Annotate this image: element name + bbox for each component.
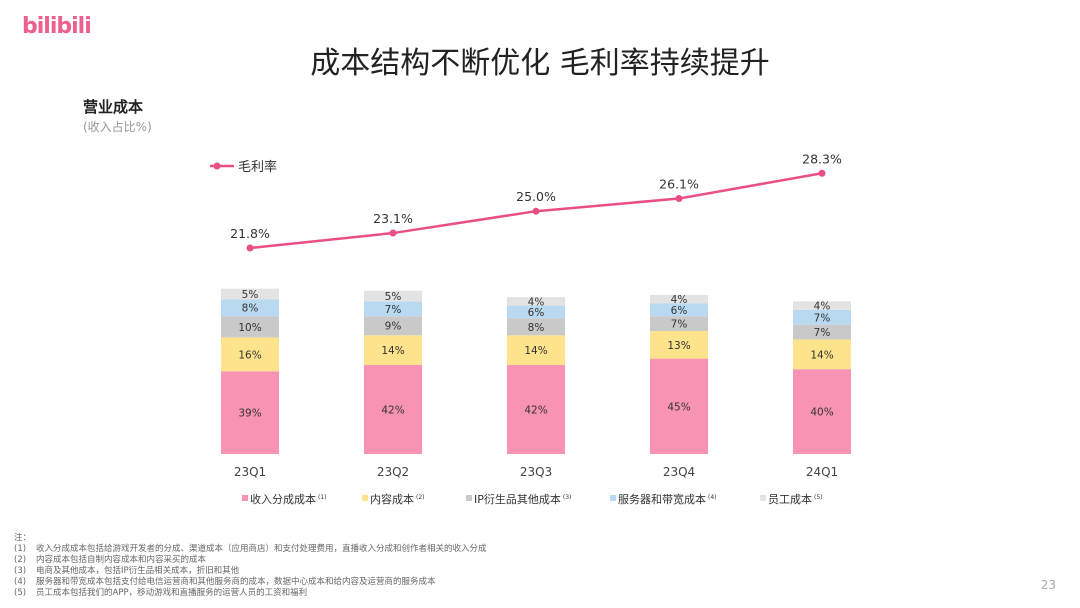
x-tick-label: 23Q1 <box>234 465 266 479</box>
legend-swatch <box>362 495 368 501</box>
bar-value-label: 45% <box>667 401 690 413</box>
bar-value-label: 7% <box>671 319 688 331</box>
bar-segment <box>507 305 565 319</box>
legend-label: IP衍生品其他成本 (3) <box>474 492 571 506</box>
legend-label: 服务器和带宽成本 (4) <box>618 492 717 506</box>
bar-segment <box>793 324 851 340</box>
bar-value-label: 39% <box>238 408 261 420</box>
x-tick-label: 23Q3 <box>520 465 552 479</box>
section-title: 营业成本 <box>83 98 144 116</box>
bar-segment <box>364 316 422 336</box>
bar-segment <box>364 290 422 302</box>
bar-segment <box>793 309 851 325</box>
cost-structure-chart: 39%16%10%8%5%23Q142%14%9%7%5%23Q242%14%8… <box>210 151 851 506</box>
legend-swatch <box>610 495 616 501</box>
gross-margin-point <box>818 169 826 177</box>
gross-margin-label: 28.3% <box>802 151 842 166</box>
legend-label: 收入分成成本 (1) <box>250 492 327 506</box>
bar-value-label: 7% <box>814 327 831 339</box>
bar-segment <box>507 335 565 365</box>
x-tick-label: 23Q4 <box>663 465 695 479</box>
bar-value-label: 7% <box>814 312 831 324</box>
bar-segment <box>507 297 565 306</box>
bar-segment <box>221 288 279 300</box>
gross-margin-label: 21.8% <box>230 226 270 241</box>
bar-value-label: 6% <box>671 305 688 317</box>
bar-value-label: 42% <box>381 404 404 416</box>
bar-value-label: 7% <box>385 304 402 316</box>
bar-value-label: 14% <box>524 345 547 357</box>
x-tick-label: 24Q1 <box>806 465 838 479</box>
bar-value-label: 8% <box>528 322 545 334</box>
bar-value-label: 8% <box>242 303 259 315</box>
footnote-item: (4) 服务器和带宽成本包括支付给电信运营商和其他服务商的成本，数据中心成本和给内… <box>14 577 436 587</box>
gross-margin-point <box>532 207 540 215</box>
bar-segment <box>221 337 279 372</box>
page-title: 成本结构不断优化 毛利率持续提升 <box>310 46 770 81</box>
gross-margin-label: 26.1% <box>659 177 699 192</box>
legend-swatch <box>466 495 472 501</box>
bar-value-label: 4% <box>671 294 688 306</box>
legend-label: 内容成本 (2) <box>370 492 425 506</box>
bar-segment <box>221 299 279 317</box>
footnote-item: (2) 内容成本包括自制内容成本和内容采买的成本 <box>14 555 207 565</box>
gross-margin-point <box>246 244 254 252</box>
bar-segment <box>793 339 851 370</box>
bar-segment <box>221 316 279 338</box>
bar-value-label: 14% <box>810 349 833 361</box>
footnotes-title: 注： <box>14 533 32 543</box>
bar-value-label: 9% <box>385 321 402 333</box>
footnote-item: (1) 收入分成成本包括给游戏开发者的分成、渠道成本（应用商店）和支付处理费用，直… <box>14 544 487 554</box>
bar-segment <box>793 301 851 310</box>
bar-value-label: 14% <box>381 345 404 357</box>
bar-segment <box>650 358 708 454</box>
legend-swatch <box>242 495 248 501</box>
gross-margin-label: 25.0% <box>516 189 556 204</box>
x-tick-label: 23Q2 <box>377 465 409 479</box>
bar-value-label: 13% <box>667 340 690 352</box>
bar-segment <box>507 364 565 454</box>
line-legend-marker <box>213 162 221 170</box>
bar-value-label: 6% <box>528 307 545 319</box>
gross-margin-point <box>389 229 397 237</box>
bar-segment <box>221 371 279 454</box>
bar-value-label: 5% <box>242 289 259 301</box>
legend-label: 员工成本 (5) <box>768 492 823 506</box>
page-number: 23 <box>1040 578 1056 592</box>
bar-value-label: 10% <box>238 322 261 334</box>
bar-value-label: 40% <box>810 407 833 419</box>
bar-segment <box>650 303 708 317</box>
footnote-item: (5) 员工成本包括我们的APP，移动游戏和直播服务的运营人员的工资和福利 <box>14 588 308 598</box>
bar-value-label: 4% <box>814 301 831 313</box>
bar-segment <box>507 318 565 336</box>
section-subtitle: (收入占比%) <box>83 120 152 134</box>
bar-value-label: 16% <box>238 349 261 361</box>
gross-margin-point <box>675 195 683 203</box>
bilibili-logo: bilibili <box>22 14 92 39</box>
bar-segment <box>364 364 422 454</box>
bar-value-label: 4% <box>528 296 545 308</box>
line-legend-label: 毛利率 <box>238 159 277 175</box>
bar-segment <box>650 295 708 304</box>
bar-segment <box>364 335 422 365</box>
bar-value-label: 5% <box>385 291 402 303</box>
bar-segment <box>650 316 708 332</box>
legend-swatch <box>760 495 766 501</box>
bar-segment <box>793 369 851 454</box>
footnote-item: (3) 电商及其他成本，包括IP衍生品相关成本，折旧和其他 <box>14 566 240 576</box>
bar-segment <box>650 331 708 359</box>
gross-margin-label: 23.1% <box>373 211 413 226</box>
bar-value-label: 42% <box>524 404 547 416</box>
footnotes: 注： (1) 收入分成成本包括给游戏开发者的分成、渠道成本（应用商店）和支付处理费… <box>14 533 634 599</box>
bar-segment <box>364 301 422 317</box>
